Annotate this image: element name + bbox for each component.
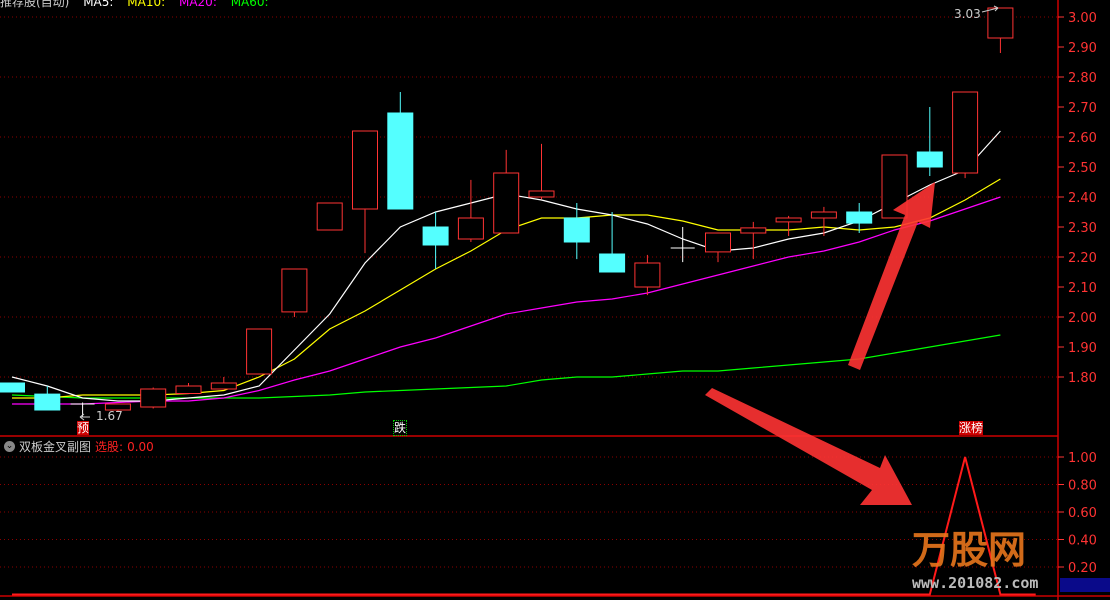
candle-body: [104, 403, 131, 411]
candle-body: [281, 268, 308, 313]
ma10-label: MA10:: [127, 0, 166, 9]
candle-body: [140, 388, 167, 408]
signal-value: 0.00: [127, 439, 154, 454]
candle-body: [952, 91, 979, 174]
candle-body: [810, 211, 837, 219]
fall-marker: 跌: [392, 420, 408, 436]
signal-line: [12, 456, 1036, 596]
ma60-line: [11, 334, 1001, 399]
y-tick-label: 2.30: [1068, 221, 1097, 236]
collapse-chevron-icon[interactable]: ⌄: [4, 441, 15, 452]
low-price-arrow: [79, 413, 90, 421]
y-tick-label: 2.20: [1068, 251, 1097, 266]
y-tick-label: 2.10: [1068, 281, 1097, 296]
y-tick-label: 2.80: [1068, 71, 1097, 86]
value-box: [1060, 578, 1110, 592]
candle-body: [457, 217, 484, 240]
candle-body: [705, 232, 731, 253]
candle-body: [352, 130, 378, 210]
candle-body: [175, 385, 202, 394]
candle-body: [599, 253, 626, 273]
y-tick-label: 2.40: [1068, 191, 1097, 206]
ma20-line: [12, 196, 1001, 405]
candle-body: [916, 151, 943, 168]
candle-body: [0, 382, 25, 393]
candle-body: [422, 226, 449, 246]
y-tick-label: 2.50: [1068, 161, 1097, 176]
chart-header: 推荐股(自动) MA5: MA10: MA20: MA60:: [0, 0, 279, 10]
sub-y-tick-label: 0.60: [1068, 506, 1097, 521]
down-arrow-annotation: [705, 388, 912, 505]
y-tick-label: 1.90: [1068, 341, 1097, 356]
candle-body: [246, 328, 273, 375]
y-tick-label: 2.00: [1068, 311, 1097, 326]
rise-marker: 涨榜: [959, 421, 984, 435]
ma60-label: MA60:: [230, 0, 269, 9]
candle-body: [528, 190, 555, 198]
pre-marker: 预: [77, 421, 90, 435]
sub-panel-header: ⌄ 双板金叉副图 选股: 0.00: [4, 438, 154, 455]
ma5-label: MA5:: [83, 0, 114, 9]
low-price-label: 1.67: [96, 409, 123, 423]
candle-body: [634, 262, 661, 288]
candle-body: [563, 217, 590, 243]
sub-panel-title: 双板金叉副图: [19, 440, 92, 454]
candle-body: [740, 227, 767, 234]
high-price-arrow: [981, 5, 999, 13]
candle-body: [387, 112, 414, 210]
stock-title: 推荐股(自动): [0, 0, 70, 9]
sub-y-tick-label: 0.40: [1068, 534, 1097, 549]
candle-body: [987, 7, 1014, 39]
sub-y-tick-label: 1.00: [1068, 451, 1097, 466]
watermark-logo: 万股网: [912, 528, 1027, 572]
candle-body: [775, 217, 802, 223]
sub-y-tick-label: 0.80: [1068, 479, 1097, 494]
up-arrow-annotation: [848, 182, 935, 370]
candle-body: [316, 202, 343, 231]
signal-label: 选股:: [95, 440, 124, 454]
ma20-label: MA20:: [178, 0, 217, 9]
y-tick-label: 2.90: [1068, 41, 1097, 56]
y-tick-label: 1.80: [1068, 371, 1097, 386]
y-tick-label: 3.00: [1068, 11, 1097, 26]
watermark-url: www.201082.com: [912, 574, 1039, 592]
high-price-label: 3.03: [954, 7, 981, 21]
y-tick-label: 2.70: [1068, 101, 1097, 116]
sub-y-tick-label: 0.20: [1068, 561, 1097, 576]
candle-body: [210, 382, 237, 390]
candle-body: [846, 211, 873, 224]
candle-body: [34, 393, 61, 411]
y-tick-label: 2.60: [1068, 131, 1097, 146]
candle-body: [493, 172, 520, 234]
